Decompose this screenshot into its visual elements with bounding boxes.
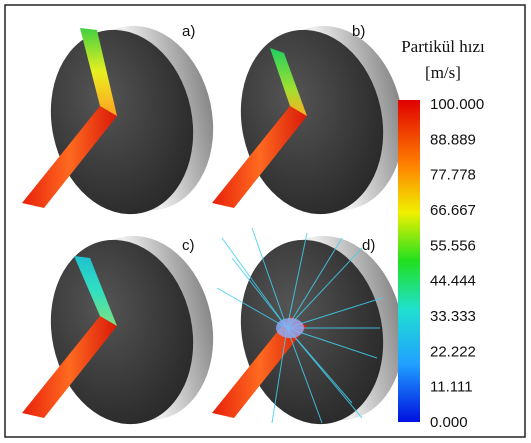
colorbar-tick-label: 77.778 [430,167,476,184]
colorbar-tick-label: 55.556 [430,237,476,254]
panel-label: d) [362,237,375,254]
colorbar-tick-label: 22.222 [430,343,476,360]
panel-label: a) [182,23,195,40]
colorbar-ticks: 100.000 88.889 77.778 66.667 55.556 44.444 33.… [430,96,484,431]
panel-label: b) [352,23,365,40]
panel-b: b) [212,12,420,227]
colorbar-tick-label: 100.000 [430,96,484,113]
panel-c: c) [22,222,230,437]
panel-label: c) [182,237,195,254]
colorbar-tick-label: 44.444 [430,273,476,290]
colorbar-tick-label: 66.667 [430,202,476,219]
colorbar-tick-label: 0.000 [430,414,468,431]
colorbar [398,100,420,422]
panel-a: a) [22,12,230,227]
colorbar-tick-label: 88.889 [430,131,476,148]
colorbar-tick-label: 33.333 [430,308,476,325]
colorbar-title: Partikül hızı [401,37,485,56]
figure: a) b) c) d) Partikül hızı [m/s] 100.000 8… [0,0,531,443]
colorbar-unit: [m/s] [425,63,461,82]
panel-d: d) [212,222,420,437]
colorbar-tick-label: 11.111 [430,379,473,396]
